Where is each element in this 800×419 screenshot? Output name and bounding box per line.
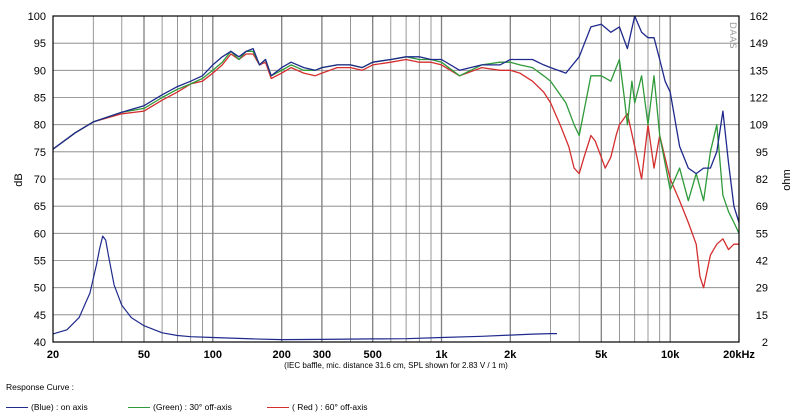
legend-swatch-blue bbox=[6, 406, 28, 408]
y-tick-label-left: 55 bbox=[34, 256, 46, 268]
legend-item-blue: (Blue) : on axis bbox=[6, 402, 88, 412]
tick-labels: 20 50 100 200 300 500 1k 2k 5k 10k 20kHz 40 45 50 55 60… bbox=[28, 11, 768, 361]
legend-item-green: (Green) : 30° off-axis bbox=[128, 402, 232, 412]
x-tick-label: 2k bbox=[504, 349, 517, 361]
y-tick-label-right: 15 bbox=[756, 310, 768, 322]
x-tick-label: 100 bbox=[204, 349, 222, 361]
y-axis-right-title: ohm bbox=[781, 169, 793, 190]
y-tick-label-right: 122 bbox=[750, 93, 768, 105]
x-tick-label: 300 bbox=[313, 349, 331, 361]
y-tick-label-right: 109 bbox=[750, 120, 768, 132]
impedance-line bbox=[52, 235, 557, 341]
y-tick-label-right: 2 bbox=[762, 337, 768, 349]
y-tick-label-right: 42 bbox=[756, 256, 768, 268]
x-tick-label: 20 bbox=[47, 349, 59, 361]
y-tick-label-right: 55 bbox=[756, 228, 768, 240]
x-tick-label: 10k bbox=[661, 349, 680, 361]
series-line-green bbox=[52, 50, 740, 234]
legend-label-red: ( Red ) : 60° off-axis bbox=[292, 402, 368, 412]
chart-caption: (IEC baffle, mic. distance 31.6 cm, SPL … bbox=[284, 361, 508, 370]
y-tick-label-left: 70 bbox=[34, 174, 46, 186]
y-tick-label-left: 85 bbox=[34, 93, 46, 105]
y-tick-label-left: 100 bbox=[28, 11, 46, 23]
watermark-text: DAAS bbox=[727, 22, 737, 49]
legend-title: Response Curve : bbox=[6, 382, 75, 392]
x-tick-label: 50 bbox=[138, 349, 150, 361]
x-tick-label: 1k bbox=[435, 349, 448, 361]
legend-item-red: ( Red ) : 60° off-axis bbox=[267, 402, 368, 412]
legend-swatch-red bbox=[267, 406, 289, 408]
y-tick-label-left: 95 bbox=[34, 38, 46, 50]
y-tick-label-left: 90 bbox=[34, 65, 46, 77]
x-tick-label: 5k bbox=[595, 349, 608, 361]
series-layer bbox=[52, 15, 740, 341]
y-tick-label-right: 95 bbox=[756, 147, 768, 159]
x-tick-label: 20kHz bbox=[723, 349, 755, 361]
y-tick-label-left: 45 bbox=[34, 310, 46, 322]
y-tick-label-right: 69 bbox=[756, 201, 768, 213]
series-line-blue bbox=[52, 15, 740, 223]
y-tick-label-right: 149 bbox=[750, 38, 768, 50]
y-tick-label-left: 75 bbox=[34, 147, 46, 159]
y-tick-label-left: 40 bbox=[34, 337, 46, 349]
series-line-red bbox=[52, 53, 739, 289]
y-tick-label-left: 50 bbox=[34, 283, 46, 295]
y-tick-label-right: 162 bbox=[750, 11, 768, 23]
y-tick-label-right: 29 bbox=[756, 283, 768, 295]
y-tick-label-right: 82 bbox=[756, 174, 768, 186]
y-tick-label-left: 65 bbox=[34, 201, 46, 213]
x-tick-label: 200 bbox=[273, 349, 291, 361]
y-axis-left-title: dB bbox=[13, 173, 25, 186]
legend-label-blue: (Blue) : on axis bbox=[31, 402, 88, 412]
legend-label-green: (Green) : 30° off-axis bbox=[153, 402, 232, 412]
y-tick-label-left: 80 bbox=[34, 120, 46, 132]
legend-swatch-green bbox=[128, 406, 150, 408]
x-tick-label: 500 bbox=[364, 349, 382, 361]
y-tick-label-right: 135 bbox=[750, 65, 768, 77]
plot-border bbox=[52, 15, 740, 343]
y-tick-label-left: 60 bbox=[34, 228, 46, 240]
frequency-response-chart: 20 50 100 200 300 500 1k 2k 5k 10k 20kHz 40 45 50 55 60… bbox=[13, 11, 793, 370]
